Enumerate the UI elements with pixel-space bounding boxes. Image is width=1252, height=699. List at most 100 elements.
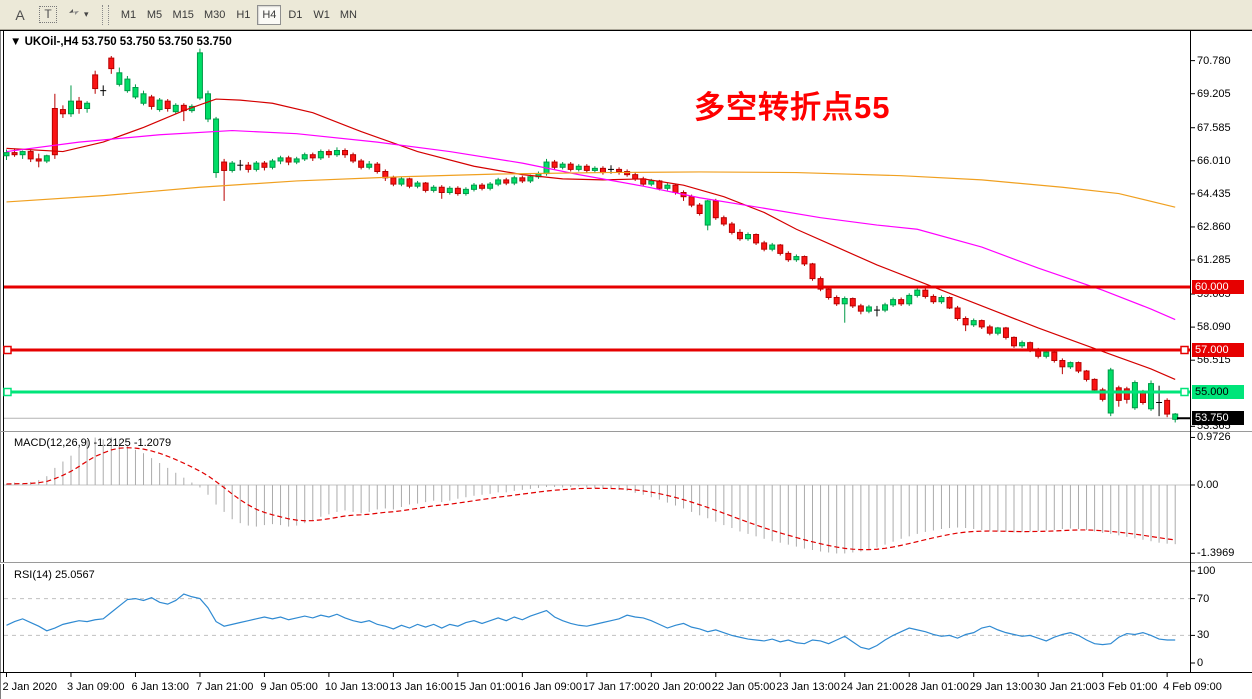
candle bbox=[342, 150, 349, 156]
macd-tick-label: 0.00 bbox=[1197, 479, 1219, 491]
candle bbox=[761, 242, 768, 250]
hline-handle-55[interactable] bbox=[3, 387, 12, 397]
candle bbox=[809, 263, 816, 280]
time-tick-label: 16 Jan 09:00 bbox=[518, 681, 582, 693]
candle bbox=[922, 289, 929, 297]
time-tick-label: 4 Feb 09:00 bbox=[1163, 681, 1222, 693]
time-tick-label: 6 Jan 13:00 bbox=[131, 681, 189, 693]
macd-signal-line bbox=[6, 447, 1176, 551]
price-tick-label: 66.010 bbox=[1197, 154, 1231, 167]
text-tool-button[interactable]: A bbox=[15, 6, 25, 23]
price-tick-label: 69.205 bbox=[1197, 87, 1231, 100]
candle bbox=[833, 297, 840, 305]
candles-layer[interactable] bbox=[3, 48, 1179, 423]
time-tick-label: 13 Jan 16:00 bbox=[389, 681, 453, 693]
candle bbox=[1148, 383, 1155, 410]
timeframe-button-m1[interactable]: M1 bbox=[120, 8, 137, 21]
candle bbox=[1099, 389, 1106, 400]
candle bbox=[430, 186, 437, 191]
rsi-tick-label: 70 bbox=[1197, 592, 1210, 605]
hline-handle-57[interactable] bbox=[1180, 345, 1189, 355]
time-tick-label: 20 Jan 20:00 bbox=[647, 681, 711, 693]
candle bbox=[1019, 342, 1026, 347]
candle bbox=[1075, 362, 1082, 372]
time-tick-label: 2 Jan 2020 bbox=[2, 681, 57, 693]
candle bbox=[196, 52, 203, 99]
candle bbox=[1043, 351, 1050, 357]
label-tool-icon: T bbox=[39, 6, 57, 23]
candle bbox=[1067, 362, 1074, 368]
candle bbox=[19, 151, 26, 156]
price-tick-label: 62.860 bbox=[1197, 220, 1231, 233]
time-tick-label: 23 Jan 13:00 bbox=[776, 681, 840, 693]
candle bbox=[164, 100, 171, 110]
candle bbox=[108, 57, 115, 70]
timeframe-button-h4[interactable]: H4 bbox=[257, 4, 282, 25]
candle bbox=[519, 177, 526, 182]
candle bbox=[890, 299, 897, 306]
candle bbox=[317, 151, 324, 159]
timeframe-button-mn[interactable]: MN bbox=[339, 8, 357, 21]
candle bbox=[648, 180, 655, 185]
hline-handle-57[interactable] bbox=[3, 345, 12, 355]
chart-title: ▼ UKOil-,H4 53.750 53.750 53.750 53.750 bbox=[10, 36, 232, 48]
candle bbox=[970, 320, 977, 326]
candle bbox=[454, 187, 461, 195]
label-tool-button[interactable]: T bbox=[36, 4, 60, 26]
candle bbox=[462, 188, 469, 195]
candle bbox=[124, 78, 131, 92]
candle bbox=[229, 162, 236, 171]
price-tick-label: 67.585 bbox=[1197, 121, 1231, 134]
candle bbox=[1164, 399, 1171, 415]
chart-annotation-text[interactable]: 多空转折点55 bbox=[694, 90, 891, 125]
candle bbox=[849, 298, 856, 307]
candle bbox=[35, 158, 42, 162]
candle bbox=[962, 318, 969, 326]
candle bbox=[293, 158, 300, 163]
ma-mid-magenta bbox=[6, 129, 1176, 321]
timeframe-button-m30[interactable]: M30 bbox=[203, 8, 226, 21]
candle bbox=[857, 305, 864, 312]
candle bbox=[1059, 360, 1066, 368]
timeframe-button-h1[interactable]: H1 bbox=[236, 8, 251, 21]
candle bbox=[736, 231, 743, 240]
candle bbox=[27, 151, 34, 160]
price-tick-label: 70.780 bbox=[1197, 54, 1231, 67]
arrows-tool-button[interactable]: ▾ bbox=[66, 4, 89, 25]
candle bbox=[841, 298, 848, 305]
candle bbox=[704, 200, 711, 226]
candle bbox=[978, 320, 985, 328]
candle bbox=[438, 186, 445, 193]
candle bbox=[1002, 327, 1009, 338]
timeframe-button-w1[interactable]: W1 bbox=[313, 8, 330, 21]
candle bbox=[213, 118, 220, 174]
macd-tick-label: -1.3969 bbox=[1197, 547, 1235, 560]
candle bbox=[817, 278, 824, 290]
timeframe-button-m5[interactable]: M5 bbox=[146, 8, 163, 21]
candle bbox=[1051, 351, 1058, 362]
candle bbox=[406, 178, 413, 187]
candle bbox=[825, 288, 832, 299]
candle bbox=[616, 168, 623, 172]
candle bbox=[414, 182, 421, 187]
candle bbox=[785, 252, 792, 261]
time-tick-label: 3 Feb 01:00 bbox=[1098, 681, 1158, 693]
candle bbox=[1083, 370, 1090, 380]
candle bbox=[865, 306, 872, 312]
top-toolbar: A T ▾ M1 M5 M15 M30 H1 H4 D1 W1 MN bbox=[0, 0, 1252, 30]
candle bbox=[567, 163, 574, 170]
timeframe-button-d1[interactable]: D1 bbox=[288, 8, 303, 21]
time-tick-label: 15 Jan 01:00 bbox=[453, 681, 518, 693]
candle bbox=[92, 74, 99, 90]
timeframe-button-m15[interactable]: M15 bbox=[172, 8, 194, 21]
hline-handle-55[interactable] bbox=[1180, 387, 1189, 397]
chevron-down-icon: ▾ bbox=[84, 9, 89, 19]
toolbar-drag-handle[interactable] bbox=[101, 4, 109, 25]
candle bbox=[801, 256, 808, 265]
candle bbox=[172, 104, 179, 113]
candle bbox=[132, 87, 139, 98]
candle bbox=[559, 163, 566, 168]
candle bbox=[793, 256, 800, 261]
candle bbox=[358, 160, 365, 168]
